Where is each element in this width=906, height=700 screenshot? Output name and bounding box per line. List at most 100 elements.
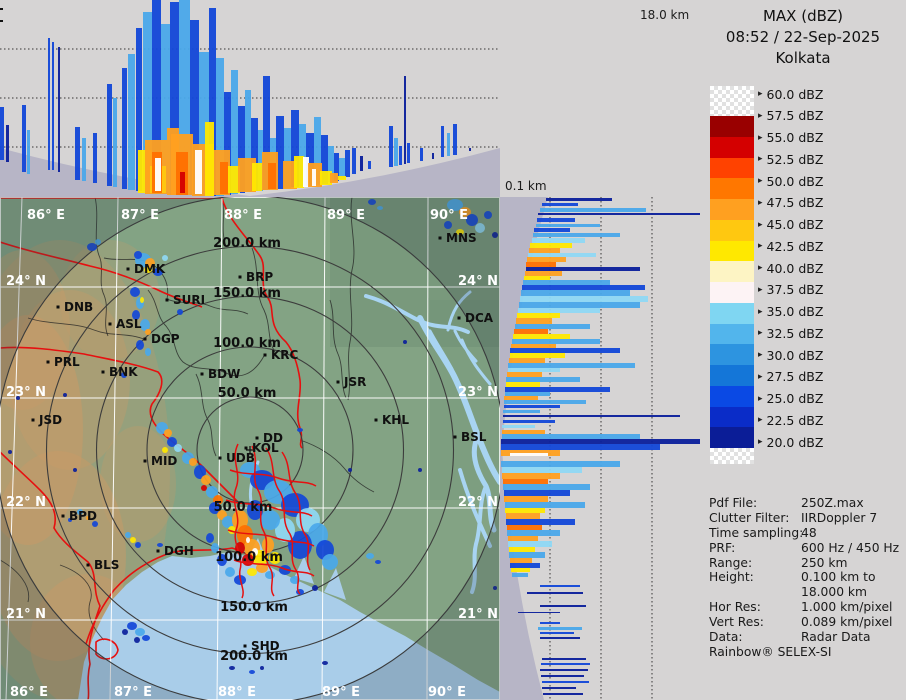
echo-profile-bars-side [501, 198, 700, 695]
legend-entry: ▸ 37.5 dBZ [758, 282, 823, 297]
legend-arrow-icon: ▸ [758, 393, 763, 404]
legend-entry-label: 47.5 dBZ [766, 195, 824, 211]
metadata-row: Hor Res: 1.000 km/pixel [709, 600, 905, 615]
software-brand: Rainbow® SELEX-SI [709, 645, 832, 659]
legend-entry-label: 42.5 dBZ [766, 238, 824, 254]
lon-label-bottom: 90° E [428, 685, 466, 700]
lon-label-bottom: 86° E [10, 685, 48, 700]
metadata-label: Data: [709, 630, 743, 645]
city-label: BLS [94, 558, 119, 572]
legend-entry: ▸ 50.0 dBZ [758, 174, 823, 189]
legend-arrow-icon: ▸ [758, 197, 763, 208]
legend-entry: ▸ 27.5 dBZ [758, 369, 823, 384]
metadata-value: 250 km [801, 555, 848, 570]
metadata-value: 48 [801, 525, 817, 540]
city-marker-dot [457, 316, 461, 320]
legend-entry-label: 35.0 dBZ [766, 304, 824, 319]
legend-band [710, 116, 754, 137]
legend-entry: ▸ 20.0 dBZ [758, 434, 824, 450]
legend-entry: ▸ 52.5 dBZ [758, 151, 824, 167]
lon-label-top: 87° E [121, 208, 159, 223]
metadata-row: Range: 250 km [709, 556, 905, 571]
legend-band [710, 199, 754, 220]
metadata-value: 0.089 km/pixel [801, 615, 893, 630]
city-label: JSR [343, 375, 366, 389]
legend-entry: ▸ 57.5 dBZ [758, 108, 823, 123]
lat-label-left: 21° N [6, 607, 46, 622]
height-gridlines-top [0, 8, 500, 148]
metadata-value: Radar Data [801, 630, 871, 645]
lon-label-top: 88° E [224, 208, 262, 223]
product-title: MAX (dBZ) [762, 7, 844, 25]
echo-profile-bars-top [0, 0, 471, 196]
legend-band [710, 344, 754, 365]
legend-entry: ▸ 47.5 dBZ [758, 195, 824, 211]
metadata-label: Height: [709, 570, 754, 585]
title-block: MAX (dBZ) 08:52 / 22-Sep-2025 Kolkata [700, 6, 906, 69]
legend-entry-label: 52.5 dBZ [766, 151, 824, 167]
legend-band [710, 157, 754, 179]
metadata-row: Vert Res: 0.089 km/pixel [709, 615, 905, 630]
legend-entry-label: 30.0 dBZ [766, 347, 824, 363]
city-label: KOL [252, 441, 279, 455]
city-marker-dot [46, 360, 50, 364]
city-marker-dot [336, 380, 340, 384]
range-ring-label: 150.0 km [213, 286, 281, 301]
map-labels: 86° E 86° E 87° E 87° E 88° E 88° E 89° E 89° E… [6, 208, 498, 700]
city-label: BNK [109, 365, 138, 379]
city-label: SURI [173, 293, 205, 307]
city-marker-dot [165, 298, 169, 302]
legend-band [710, 427, 754, 448]
city-label: BSL [461, 430, 487, 444]
city-label: MID [151, 454, 177, 468]
legend-band [710, 365, 754, 386]
legend-entry: ▸ 22.5 dBZ [758, 413, 823, 428]
legend-arrow-icon: ▸ [758, 437, 763, 447]
city-label: SHD [251, 639, 280, 653]
lon-label-top: 89° E [327, 208, 365, 223]
lat-label-right: 21° N [458, 607, 498, 622]
lon-label-top: 90° E [430, 208, 468, 223]
metadata-value: 0.100 km to [801, 570, 876, 585]
lon-label-bottom: 87° E [114, 685, 152, 700]
legend-entry-label: 20.0 dBZ [766, 434, 824, 450]
city-marker-dot [101, 370, 105, 374]
legend-band [710, 136, 754, 158]
city-marker-dot [374, 418, 378, 422]
range-ring-label: 50.0 km [214, 500, 273, 515]
legend-arrow-icon: ▸ [758, 263, 763, 273]
range-ring-label: 100.0 km [213, 336, 281, 351]
legend-entry: ▸ 25.0 dBZ [758, 391, 823, 406]
metadata-label: Range: [709, 555, 753, 570]
legend-entry: ▸ 45.0 dBZ [758, 217, 824, 232]
legend-arrow-icon: ▸ [758, 371, 763, 382]
legend-entry: ▸ 55.0 dBZ [758, 130, 824, 145]
latlon-grid [0, 197, 500, 700]
legend-band [710, 219, 754, 241]
lat-label-left: 22° N [6, 495, 46, 510]
legend-entry: ▸ 30.0 dBZ [758, 347, 824, 363]
city-marker-dot [143, 459, 147, 463]
city-marker-dot [31, 418, 35, 422]
metadata-row: Pdf File: 250Z.max [709, 496, 905, 511]
legend-entry-label: 55.0 dBZ [766, 130, 824, 145]
legend-band [710, 178, 754, 199]
range-ring-label: 150.0 km [220, 600, 288, 615]
legend-arrow-icon: ▸ [758, 350, 763, 360]
legend-band [710, 86, 754, 116]
city-label: JSD [38, 413, 62, 427]
metadata-value: 18.000 km [801, 585, 868, 600]
legend-entry-label: 45.0 dBZ [766, 217, 824, 232]
city-marker-dot [143, 337, 147, 341]
metadata-value: 1.000 km/pixel [801, 600, 893, 615]
city-label: DMK [134, 262, 166, 276]
city-label: UDB [226, 451, 255, 465]
metadata-label: Clutter Filter: [709, 510, 790, 525]
site-name: Kolkata [775, 49, 831, 67]
legend-arrow-icon: ▸ [758, 241, 763, 252]
metadata-block: Pdf File: 250Z.max Clutter Filter: IIRDoppl… [709, 496, 905, 645]
city-label: PRL [54, 355, 80, 369]
city-marker-dot [61, 514, 65, 518]
lon-label-top: 86° E [27, 208, 65, 223]
